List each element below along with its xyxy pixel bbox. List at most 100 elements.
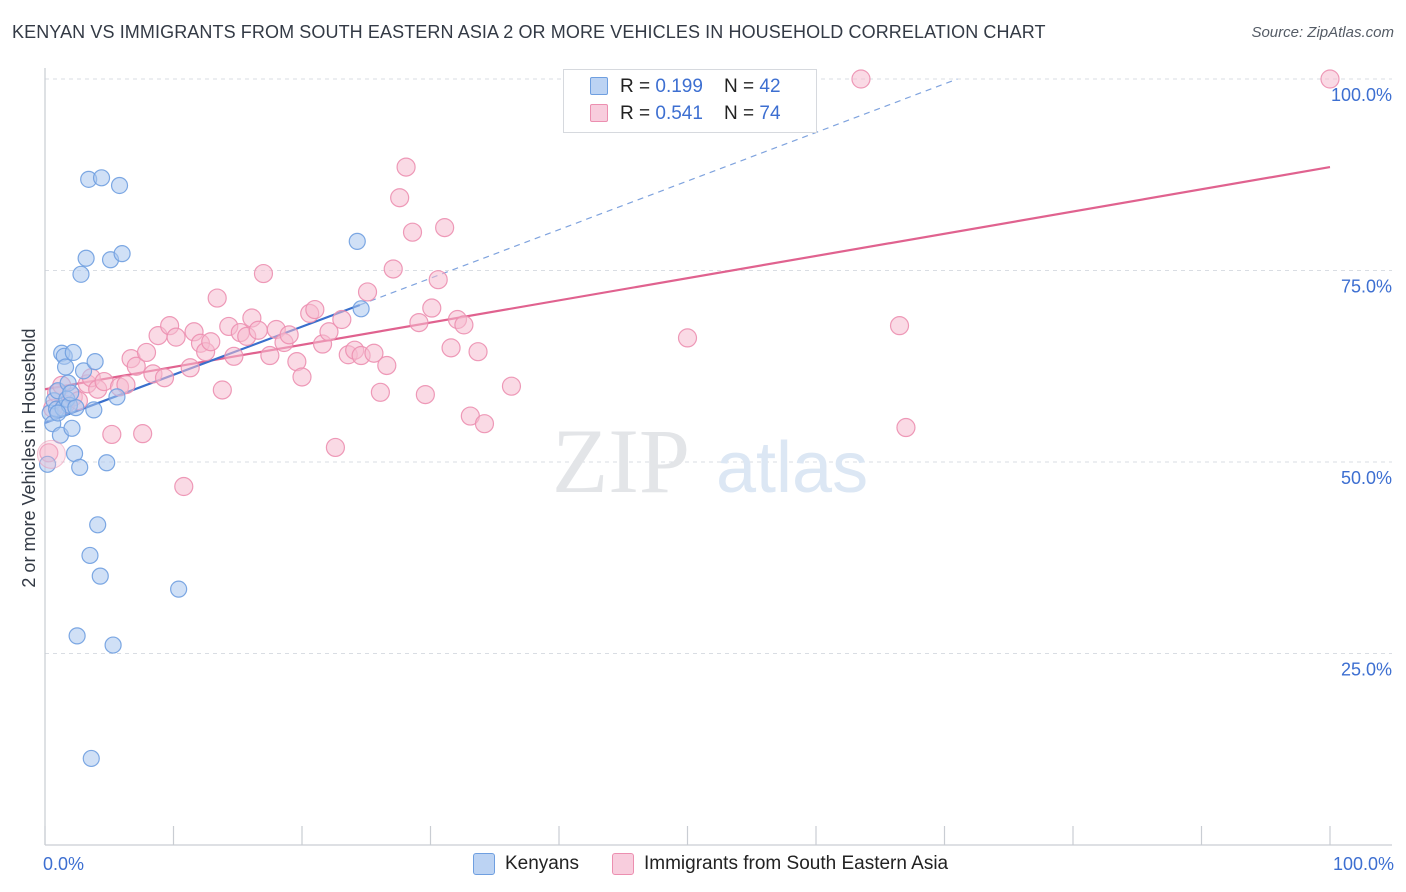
- y-tick-label-25: 25.0%: [1341, 660, 1392, 680]
- kenyans-point-29: [91, 567, 109, 585]
- bottom-legend-swatch-blue: [473, 853, 495, 875]
- legend-n-label: N =: [724, 103, 760, 124]
- immigrants-point-61: [409, 312, 429, 333]
- immigrants-point-62: [415, 384, 435, 405]
- immigrants-point-57: [383, 259, 403, 279]
- immigrants-point-28: [201, 332, 221, 352]
- kenyans-point-24: [81, 546, 99, 565]
- kenyans-point-40: [49, 404, 67, 422]
- legend-n-label: N =: [724, 76, 760, 97]
- immigrants-point-66: [441, 338, 461, 358]
- immigrants-point-41: [279, 325, 299, 345]
- x-tick-label-0: 0.0%: [43, 854, 84, 874]
- immigrants-point-13: [116, 375, 136, 395]
- kenyans-point-33: [104, 636, 122, 654]
- immigrants-point-48: [325, 437, 346, 458]
- grid-layer: [45, 78, 1392, 654]
- kenyans-point-38: [348, 232, 366, 250]
- kenyans-point-26: [85, 401, 103, 419]
- immigrants-point-17: [136, 342, 157, 363]
- kenyans-point-25: [82, 749, 100, 768]
- watermark: ZIP atlas: [552, 410, 868, 512]
- immigrants-point-72: [501, 376, 522, 396]
- kenyans-point-27: [86, 353, 104, 371]
- bottom-legend-swatch-pink: [612, 853, 634, 875]
- legend-r-value: 0.199: [655, 76, 703, 97]
- immigrants-point-43: [292, 367, 312, 387]
- kenyans-point-18: [68, 627, 86, 645]
- kenyans-point-14: [63, 419, 81, 437]
- label-layer: 25.0% 50.0% 75.0% 100.0% 0.0% 100.0% 2 or more…: [19, 85, 1394, 874]
- immigrants-point-59: [396, 157, 416, 177]
- immigrants-point-71: [474, 414, 495, 434]
- y-tick-label-100: 100.0%: [1331, 85, 1392, 105]
- kenyans-point-36: [113, 245, 131, 263]
- legend-swatch-pink: [590, 104, 608, 122]
- kenyans-point-31: [98, 454, 116, 472]
- legend-r-label: R =: [620, 76, 656, 97]
- immigrants-point-29: [207, 288, 227, 308]
- immigrants-point-37: [253, 263, 274, 284]
- watermark-atlas: atlas: [716, 428, 868, 508]
- x-tick-label-100: 100.0%: [1333, 854, 1394, 874]
- kenyans-point-39: [352, 300, 370, 318]
- immigrants-point-56: [377, 355, 397, 376]
- kenyans-point-30: [92, 169, 111, 187]
- legend-box: R = 0.199 N = 42 R = 0.541 N = 74: [563, 69, 817, 133]
- immigrants-point-15: [126, 356, 146, 376]
- kenyans-point-41: [62, 384, 80, 402]
- immigrants-point-63: [422, 298, 442, 318]
- legend-n-value: 74: [759, 103, 781, 124]
- kenyans-point-20: [72, 265, 90, 283]
- legend-n-value: 42: [759, 76, 781, 97]
- immigrants-point-16: [133, 424, 153, 444]
- immigrants-extra-point-0: [851, 69, 871, 89]
- immigrants-point-30: [212, 380, 232, 400]
- kenyans-trend-extension: [359, 78, 958, 306]
- watermark-zip: ZIP: [552, 410, 690, 512]
- bottom-legend-label: Kenyans: [505, 853, 579, 874]
- y-tick-label-75: 75.0%: [1341, 277, 1392, 297]
- immigrants-point-36: [248, 320, 268, 340]
- chart-source: Source: ZipAtlas.com: [1251, 24, 1394, 41]
- y-axis-title: 2 or more Vehicles in Household: [19, 328, 39, 587]
- kenyans-point-17: [67, 399, 85, 417]
- kenyans-point-37: [170, 580, 188, 598]
- immigrants-point-38: [260, 345, 280, 366]
- immigrants-point-65: [435, 218, 455, 238]
- immigrants-point-23: [174, 476, 194, 497]
- kenyans-point-35: [110, 176, 129, 195]
- kenyans-point-22: [77, 249, 95, 267]
- kenyans-point-19: [71, 458, 89, 476]
- legend-swatch-blue: [590, 77, 608, 95]
- immigrants-point-58: [390, 188, 410, 208]
- immigrants-point-24: [180, 358, 200, 378]
- immigrants-point-73: [677, 328, 698, 348]
- kenyans-point-34: [108, 388, 126, 406]
- y-tick-label-50: 50.0%: [1341, 468, 1392, 488]
- immigrants-point-49: [332, 309, 352, 330]
- kenyans-point-10: [56, 358, 75, 376]
- immigrants-extra-point-2: [896, 417, 916, 438]
- chart-title: KENYAN VS IMMIGRANTS FROM SOUTH EASTERN …: [12, 22, 1046, 42]
- legend-r-label: R =: [620, 103, 656, 124]
- immigrants-point-55: [370, 382, 390, 402]
- immigrants-extra-point-3: [1320, 69, 1340, 89]
- immigrants-point-32: [224, 346, 244, 366]
- immigrants-point-60: [402, 222, 423, 242]
- bottom-legend: Kenyans Immigrants from South Eastern As…: [0, 851, 1406, 879]
- immigrants-extra-point-1: [889, 316, 910, 336]
- immigrants-point-68: [454, 315, 474, 335]
- bottom-legend-label: Immigrants from South Eastern Asia: [644, 853, 949, 874]
- immigrants-point-22: [166, 327, 186, 347]
- kenyans-point-21: [74, 362, 93, 380]
- immigrants-point-11: [102, 424, 122, 445]
- points-layer: [36, 69, 1340, 768]
- immigrants-point-54: [364, 343, 384, 363]
- immigrants-point-64: [428, 270, 448, 290]
- immigrants-point-20: [154, 368, 175, 388]
- immigrants-point-47: [319, 322, 339, 342]
- legend-r-value: 0.541: [655, 103, 703, 124]
- immigrants-trend-line: [44, 166, 1331, 391]
